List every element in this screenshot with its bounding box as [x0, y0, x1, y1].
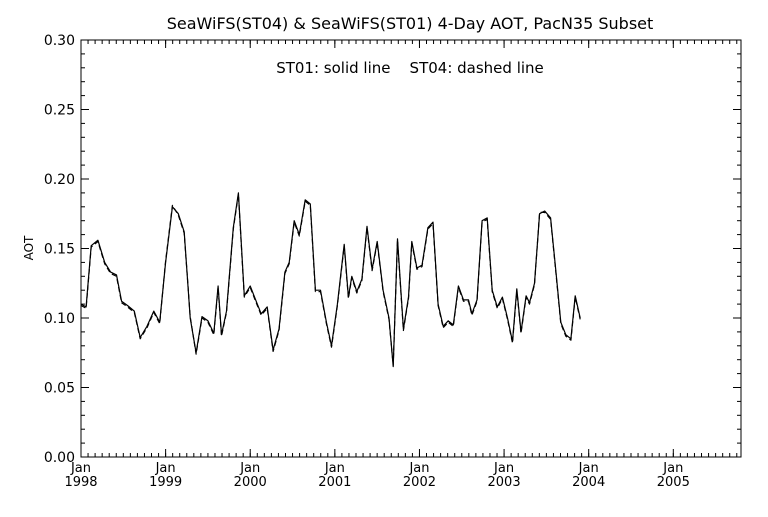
y-axis-ticks: 0.00 0.05 0.10 0.15 0.20 0.25 0.30	[44, 33, 741, 466]
y-tick-label: 0.25	[44, 103, 75, 119]
x-tick-month-label: Jan	[239, 461, 260, 476]
x-tick-year-label: 2003	[488, 475, 521, 490]
series-line-st04	[80, 193, 581, 366]
x-tick-month-label: Jan	[578, 461, 599, 476]
y-tick-label: 0.10	[44, 311, 75, 327]
x-tick-year-label: 2001	[318, 475, 351, 490]
y-tick-label: 0.15	[44, 242, 75, 258]
y-tick-label: 0.30	[44, 33, 75, 49]
x-tick-year-label: 2002	[403, 475, 436, 490]
x-tick-year-label: 1998	[64, 475, 97, 490]
y-tick-label: 0.20	[44, 172, 75, 188]
y-axis-label: AOT	[22, 235, 36, 260]
x-tick-month-label: Jan	[70, 461, 91, 476]
x-tick-year-label: 1999	[149, 475, 182, 490]
x-tick-month-label: Jan	[324, 461, 345, 476]
x-tick-year-label: 2000	[234, 475, 267, 490]
series-layer	[80, 192, 581, 368]
x-axis-ticks: Jan1998Jan1999Jan2000Jan2001Jan2002Jan20…	[64, 40, 738, 490]
x-tick-year-label: 2004	[572, 475, 605, 490]
x-tick-month-label: Jan	[662, 461, 683, 476]
x-tick-month-label: Jan	[408, 461, 429, 476]
chart-title: SeaWiFS(ST04) & SeaWiFS(ST01) 4-Day AOT,…	[167, 14, 654, 33]
y-tick-label: 0.05	[44, 381, 75, 397]
x-tick-month-label: Jan	[155, 461, 176, 476]
line-style-annotation: ST01: solid line ST04: dashed line	[276, 59, 544, 77]
x-tick-month-label: Jan	[493, 461, 514, 476]
y-tick-label: 0.00	[44, 450, 75, 466]
x-tick-year-label: 2005	[657, 475, 690, 490]
